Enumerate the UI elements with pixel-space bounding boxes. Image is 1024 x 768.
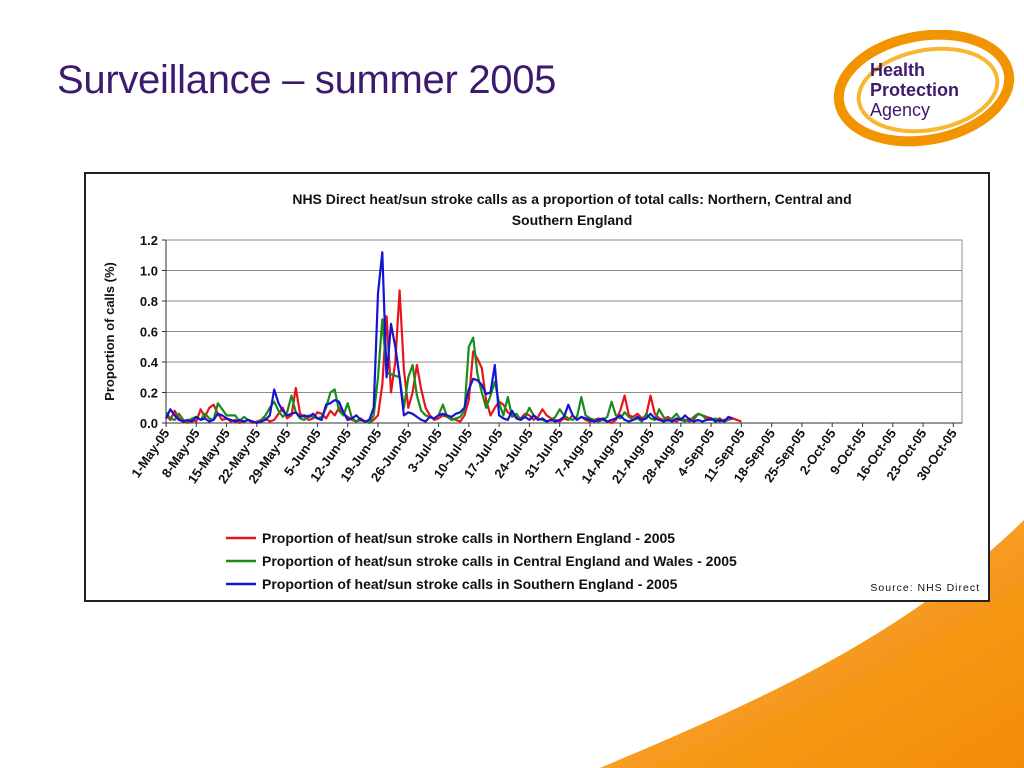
source-note: Source: NHS Direct <box>870 582 980 594</box>
logo-line-3: Agency <box>870 100 930 120</box>
y-tick-label: 0.2 <box>140 386 158 401</box>
y-axis-label: Proportion of calls (%) <box>102 262 117 401</box>
y-tick-label: 0.6 <box>140 325 158 340</box>
y-tick-label: 1.2 <box>140 233 158 248</box>
heat-stroke-line-chart: NHS Direct heat/sun stroke calls as a pr… <box>102 191 963 592</box>
logo-line-1: Health <box>870 60 925 80</box>
y-tick-label: 1.0 <box>140 264 158 279</box>
logo-line-2: Protection <box>870 80 959 100</box>
y-tick-label: 0.8 <box>140 294 158 309</box>
y-tick-label: 0.4 <box>140 355 159 370</box>
y-tick-label: 0.0 <box>140 416 158 431</box>
series-line-3 <box>165 251 734 425</box>
legend-entry: Proportion of heat/sun stroke calls in C… <box>262 553 737 569</box>
chart-frame: NHS Direct heat/sun stroke calls as a pr… <box>84 172 990 602</box>
chart-title-line: NHS Direct heat/sun stroke calls as a pr… <box>292 191 851 207</box>
series-line-1 <box>165 289 742 425</box>
slide-title: Surveillance – summer 2005 <box>57 58 557 102</box>
chart-title-line: Southern England <box>512 212 633 228</box>
legend-entry: Proportion of heat/sun stroke calls in S… <box>262 576 678 592</box>
hpa-logo: Health Protection Agency <box>833 30 1015 147</box>
series-line-2 <box>165 318 729 425</box>
legend-entry: Proportion of heat/sun stroke calls in N… <box>262 530 675 546</box>
